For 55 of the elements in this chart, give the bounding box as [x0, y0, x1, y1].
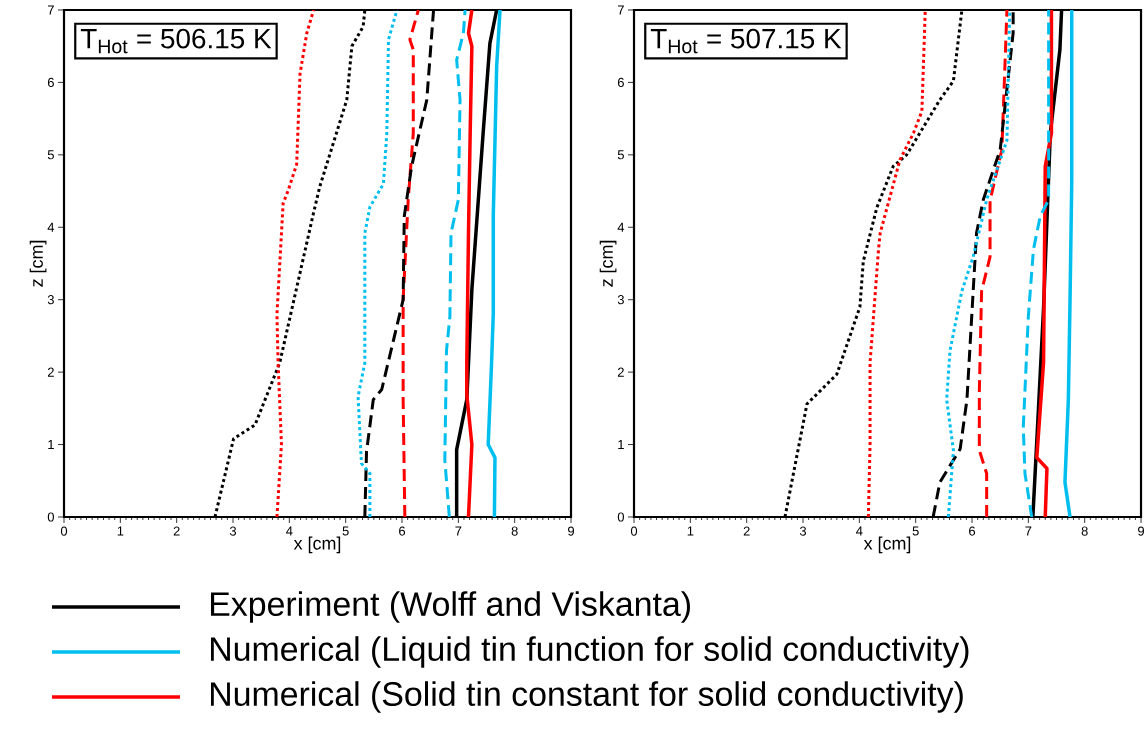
y-tick-label: 6 — [617, 77, 624, 87]
y-tick-label: 5 — [47, 150, 54, 160]
x-tick-label: 2 — [743, 526, 750, 536]
line-series — [401, 9, 420, 517]
x-tick-label: 5 — [342, 526, 349, 536]
y-axis-title: z [cm] — [29, 240, 47, 287]
x-tick-label: 1 — [117, 526, 124, 536]
legend-label: Experiment (Wolff and Viskanta) — [210, 591, 690, 623]
x-tick-label: 6 — [399, 526, 406, 536]
y-tick-label: 4 — [617, 222, 625, 232]
y-tick-label: 7 — [47, 5, 54, 15]
y-tick-label: 5 — [617, 150, 624, 160]
legend-label: Numerical (Solid tin constant for solid conductivity) — [210, 681, 963, 713]
line-series — [1021, 9, 1051, 517]
x-tick-label: 0 — [630, 526, 638, 536]
y-tick-label: 1 — [48, 440, 54, 450]
y-tick-label: 3 — [47, 295, 54, 305]
x-tick-label: 4 — [286, 526, 293, 536]
y-tick-label: 1 — [618, 440, 624, 450]
x-tick-label: 5 — [912, 526, 919, 536]
line-series — [465, 9, 474, 517]
y-tick-label: 2 — [617, 367, 624, 377]
x-tick-label: 3 — [229, 526, 237, 536]
x-tick-label: 2 — [173, 526, 180, 536]
x-axis-title: x [cm] — [293, 536, 341, 554]
x-tick-label: 7 — [455, 526, 462, 536]
line-series — [977, 9, 1009, 517]
legend-label: Numerical (Liquid tin function for solid conductivity) — [210, 636, 969, 668]
x-tick-label: 9 — [568, 526, 574, 536]
x-tick-label: 7 — [1025, 526, 1032, 536]
y-tick-label: 7 — [617, 5, 624, 15]
x-tick-label: 8 — [511, 526, 518, 536]
y-tick-label: 0 — [47, 512, 54, 522]
x-tick-label: 9 — [1138, 526, 1145, 536]
y-tick-label: 0 — [617, 512, 624, 522]
annotation: T$_{Hot}$ = 506.15 K — [80, 28, 272, 54]
x-tick-label: 8 — [1081, 526, 1088, 536]
x-tick-label: 4 — [856, 526, 863, 536]
x-tick-label: 0 — [60, 526, 68, 536]
x-tick-label: 3 — [799, 526, 807, 536]
y-tick-label: 4 — [47, 222, 55, 232]
y-axis-title: z [cm] — [599, 240, 617, 287]
line-series — [486, 9, 502, 517]
y-tick-label: 6 — [47, 77, 54, 87]
line-series — [1035, 9, 1054, 517]
annotation: T$_{Hot}$ = 507.15 K — [650, 28, 842, 54]
line-series — [866, 9, 927, 517]
y-tick-label: 3 — [617, 295, 624, 305]
line-series — [443, 9, 467, 517]
x-tick-label: 1 — [687, 526, 694, 536]
line-series — [275, 9, 316, 517]
y-tick-label: 2 — [47, 367, 54, 377]
x-axis-title: x [cm] — [863, 536, 911, 554]
x-tick-label: 6 — [969, 526, 976, 536]
line-series — [1063, 9, 1074, 517]
